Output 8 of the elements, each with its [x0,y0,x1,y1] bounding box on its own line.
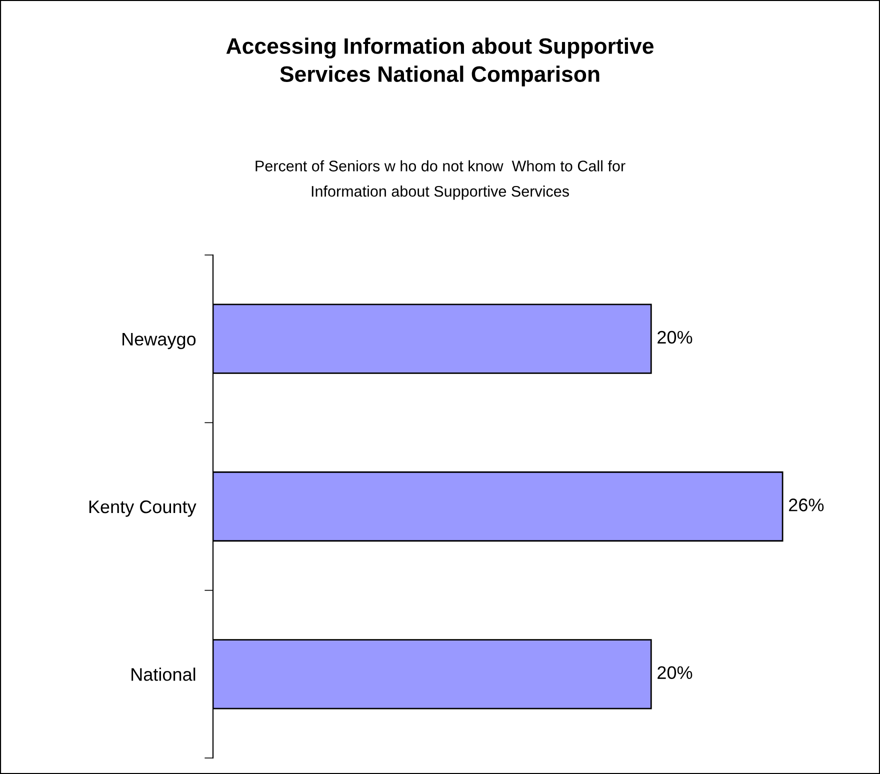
y-tick-label: National [132,668,196,681]
y-tick-label: Kenty County [89,500,196,517]
chart-title: Accessing Information about Supportive Services National Comparison [226,38,654,86]
data-label: 20% [658,330,692,344]
chart-subtitle: Percent of Seniors w ho do not know Whom to Call for Information about Supportive Services [256,160,626,200]
y-tick-label: Newaygo [122,332,196,350]
data-label: 26% [789,498,824,512]
data-label: 20% [658,666,692,680]
